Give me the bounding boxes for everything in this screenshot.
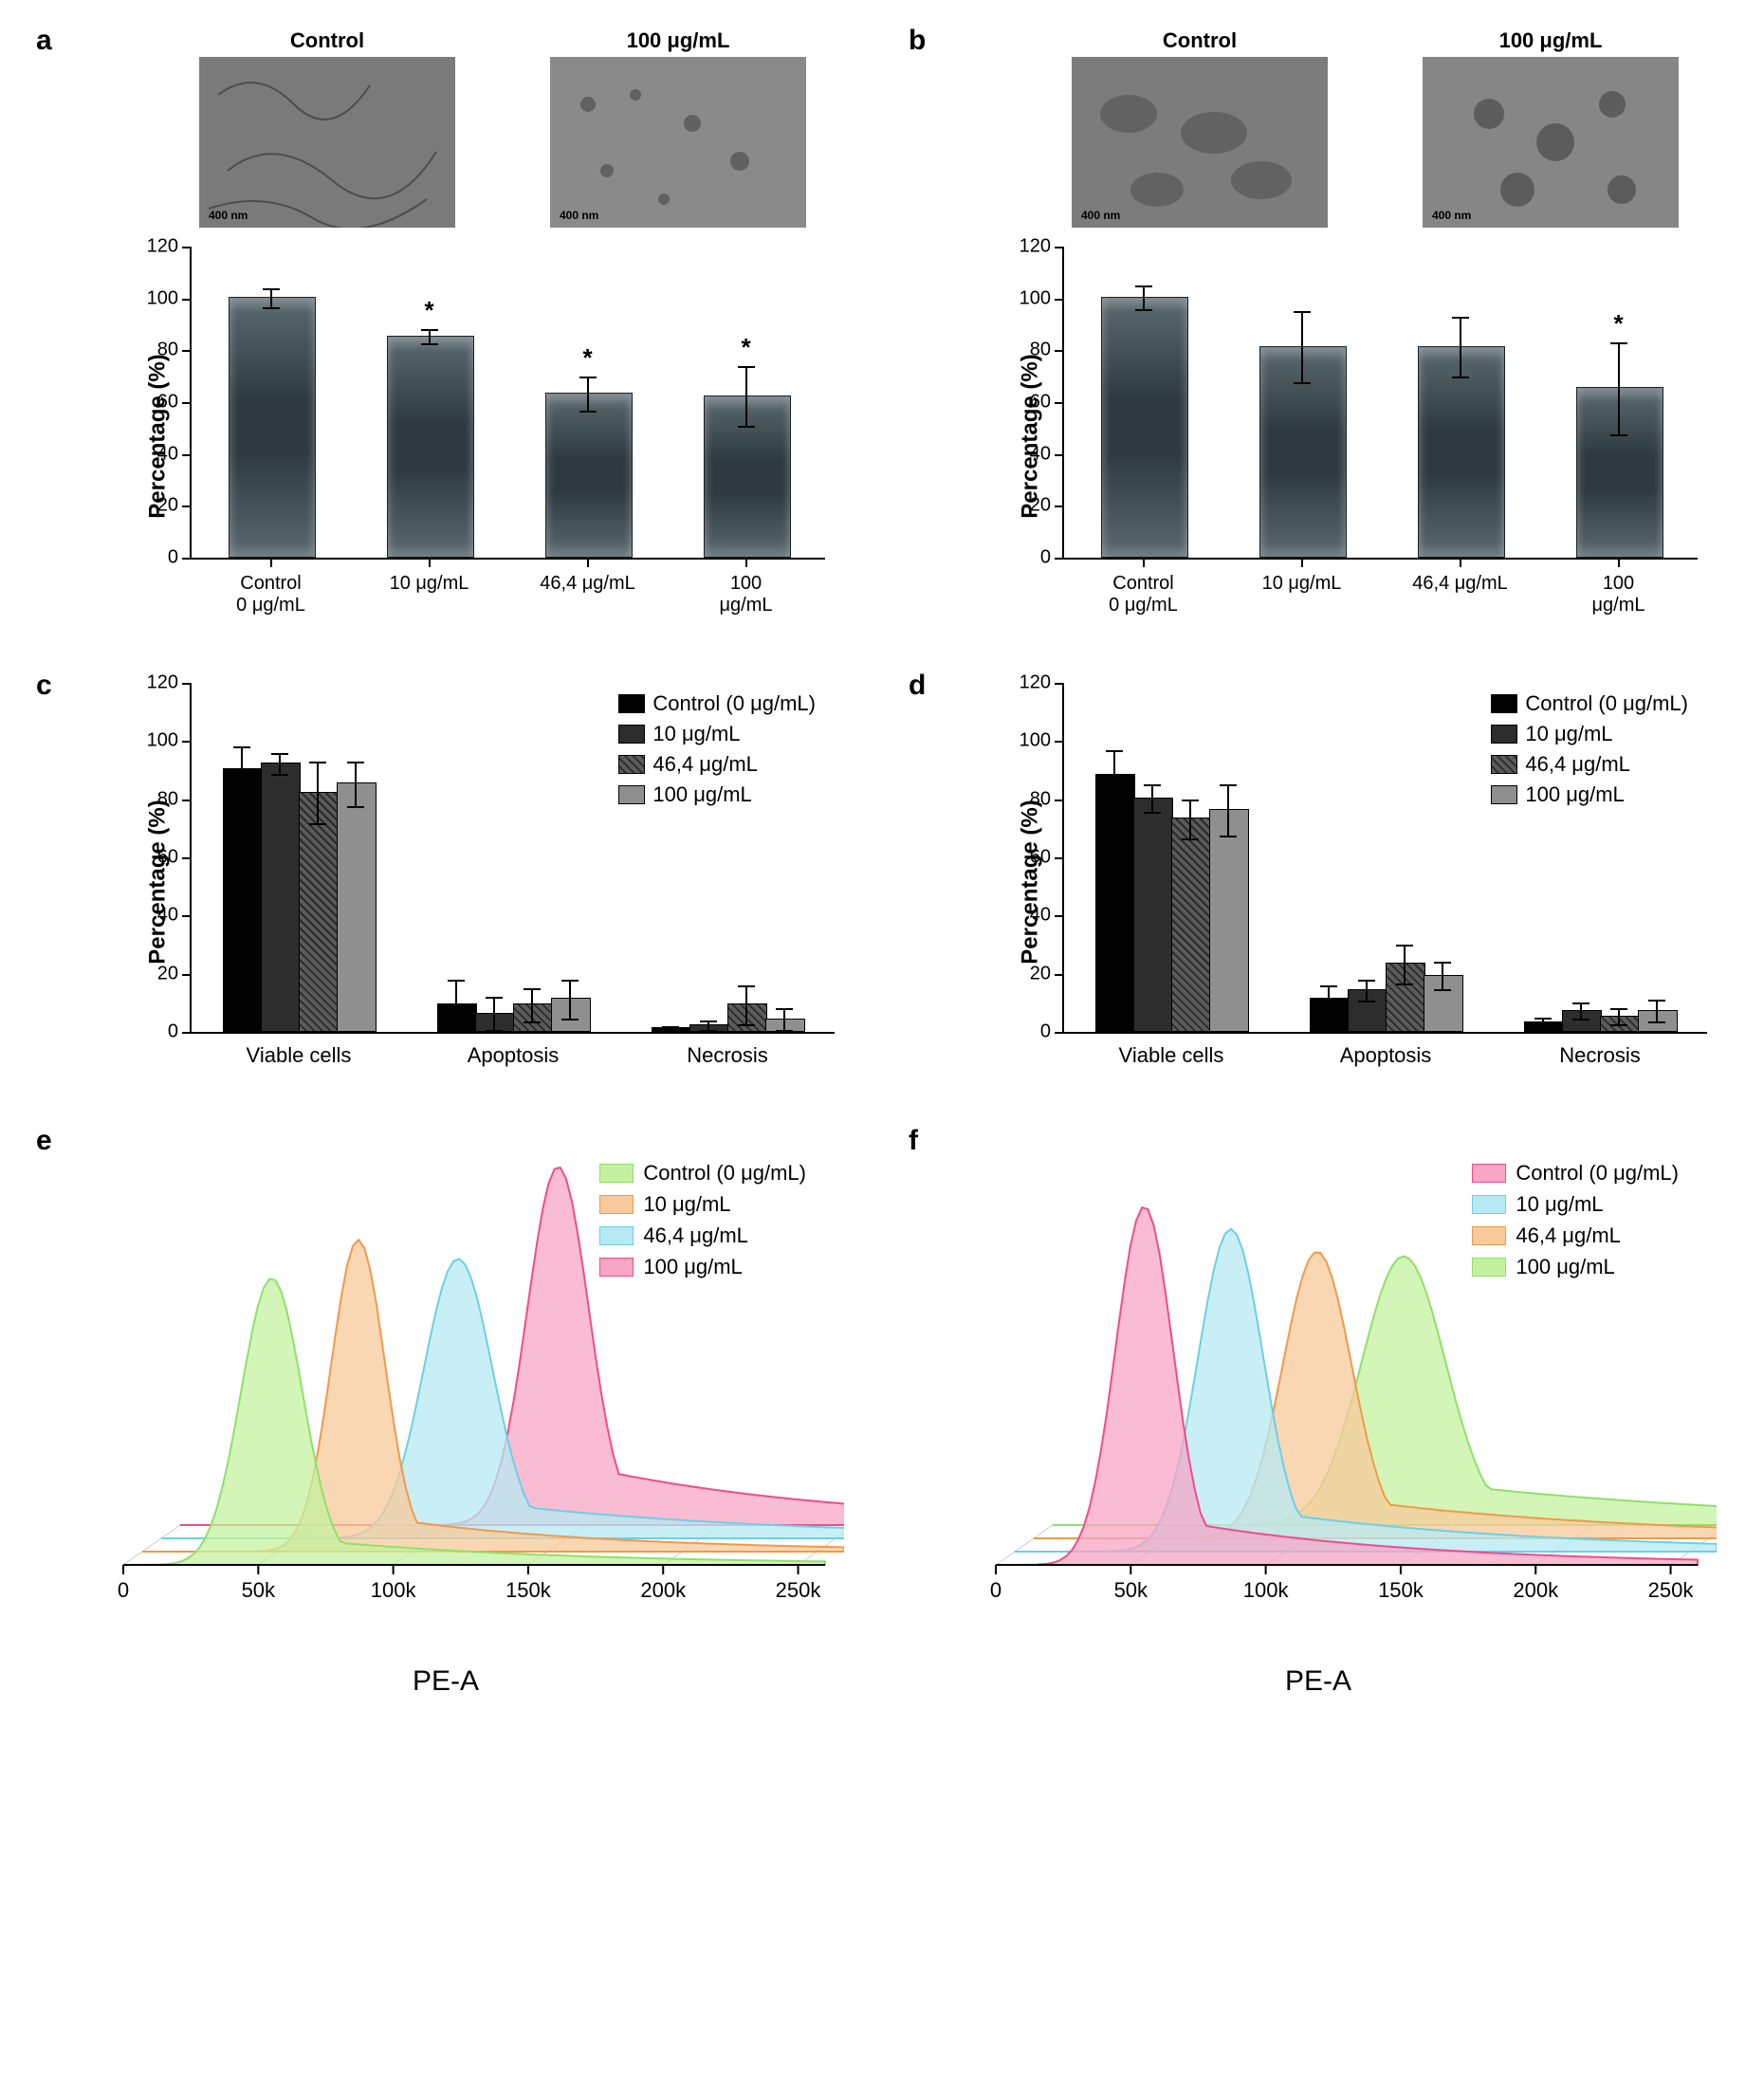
x-axis-label: PE-A (1285, 1665, 1351, 1698)
legend-c: Control (0 μg/mL)10 μg/mL46,4 μg/mL100 μ… (618, 689, 816, 810)
panel-d: d Percentage (%) 020406080100120Viable c… (901, 673, 1736, 1091)
grouped-bar (223, 768, 263, 1032)
legend-item: 46,4 μg/mL (618, 749, 816, 780)
micro-row-a: Control 400 nm 100 μg/mL (142, 28, 863, 228)
svg-text:100k: 100k (1243, 1578, 1290, 1602)
micro-a-control: Control 400 nm (199, 28, 455, 228)
grouped-bar (1310, 998, 1350, 1032)
svg-text:0: 0 (118, 1578, 129, 1602)
grouped-bar (1133, 798, 1173, 1032)
grouped-bar (727, 1003, 767, 1032)
panel-label-c: c (36, 670, 52, 702)
panel-f: f Control (0 μg/mL)10 μg/mL46,4 μg/mL100… (901, 1129, 1736, 1698)
grouped-bar-chart-c: Percentage (%) 020406080100120Viable cel… (133, 673, 844, 1091)
bar (1259, 346, 1347, 558)
svg-text:200k: 200k (640, 1578, 687, 1602)
grouped-bar (1424, 975, 1463, 1032)
svg-text:0: 0 (990, 1578, 1001, 1602)
grouped-bar (1562, 1010, 1602, 1032)
grouped-bar (1348, 989, 1387, 1032)
svg-text:250k: 250k (776, 1578, 822, 1602)
bar (545, 393, 633, 558)
panel-label-d: d (909, 670, 926, 702)
legend-item: 100 μg/mL (1491, 780, 1688, 810)
bar-chart-b: Percentage (%) 020406080100120Control 0 … (1005, 237, 1717, 635)
legend-item: Control (0 μg/mL) (618, 689, 816, 719)
bar (704, 395, 791, 558)
grouped-bar (475, 1013, 515, 1032)
legend-item: 10 μg/mL (1491, 719, 1688, 749)
plot-area: 020406080100120Control 0 μg/mL*10 μg/mL*… (190, 247, 825, 560)
grouped-bar (261, 763, 301, 1032)
legend-item: 46,4 μg/mL (1491, 749, 1688, 780)
grouped-bar (1171, 818, 1211, 1032)
grouped-bar (337, 782, 377, 1032)
y-axis-label: Percentage (%) (145, 354, 172, 518)
plot-area: 020406080100120Control 0 μg/mL10 μg/mL46… (1062, 247, 1698, 560)
flow-histogram-e: Control (0 μg/mL)10 μg/mL46,4 μg/mL100 μ… (28, 1129, 863, 1698)
y-axis-label: Percentage (%) (1018, 800, 1044, 964)
svg-text:200k: 200k (1513, 1578, 1559, 1602)
bar (1101, 297, 1188, 558)
legend-item: 10 μg/mL (618, 719, 816, 749)
svg-text:50k: 50k (242, 1578, 276, 1602)
legend-d: Control (0 μg/mL)10 μg/mL46,4 μg/mL100 μ… (1491, 689, 1688, 810)
y-axis-label: Percentage (%) (145, 800, 172, 964)
micro-b-control: Control 400 nm (1072, 28, 1328, 228)
flow-histogram-f: Control (0 μg/mL)10 μg/mL46,4 μg/mL100 μ… (901, 1129, 1736, 1698)
micrograph-image: 400 nm (1423, 57, 1679, 228)
grouped-bar (299, 792, 339, 1032)
micrograph-image: 400 nm (199, 57, 455, 228)
panel-a: a Control 400 nm 100 μg/ (28, 28, 863, 635)
y-axis-label: Percentage (%) (1018, 354, 1044, 518)
micro-b-treated: 100 μg/mL 400 nm (1423, 28, 1679, 228)
panel-label-b: b (909, 25, 926, 57)
grouped-bar (1386, 963, 1425, 1032)
grouped-bar (1095, 774, 1135, 1032)
panel-c: c Percentage (%) 020406080100120Viable c… (28, 673, 863, 1091)
panel-e: e Control (0 μg/mL)10 μg/mL46,4 μg/mL100… (28, 1129, 863, 1698)
bar (387, 336, 474, 558)
bar (229, 297, 316, 558)
svg-text:150k: 150k (1378, 1578, 1424, 1602)
micro-a-treated: 100 μg/mL 400 nm (550, 28, 806, 228)
grouped-bar (513, 1003, 553, 1032)
legend-item: Control (0 μg/mL) (1491, 689, 1688, 719)
grouped-bar (437, 1003, 477, 1032)
bar (1576, 387, 1663, 558)
flow-svg-f: 0 50k 100k 150k 200k 250k (958, 1148, 1717, 1622)
svg-text:100k: 100k (371, 1578, 417, 1602)
panel-label-a: a (36, 25, 52, 57)
grouped-bar-chart-d: Percentage (%) 020406080100120Viable cel… (1005, 673, 1717, 1091)
panel-b: b Control 400 nm 100 μg/mL (901, 28, 1736, 635)
svg-text:50k: 50k (1114, 1578, 1148, 1602)
legend-item: 100 μg/mL (618, 780, 816, 810)
micro-row-b: Control 400 nm 100 μg/mL (1015, 28, 1736, 228)
bar-chart-a: Percentage (%) 020406080100120Control 0 … (133, 237, 844, 635)
grouped-bar (551, 998, 591, 1032)
flow-svg-e: 0 50k 100k 150k 200k 250k (85, 1148, 844, 1622)
svg-text:250k: 250k (1648, 1578, 1695, 1602)
svg-text:150k: 150k (505, 1578, 552, 1602)
micrograph-image: 400 nm (1072, 57, 1328, 228)
x-axis-label: PE-A (413, 1665, 479, 1698)
micrograph-image: 400 nm (550, 57, 806, 228)
grouped-bar (1209, 809, 1249, 1032)
